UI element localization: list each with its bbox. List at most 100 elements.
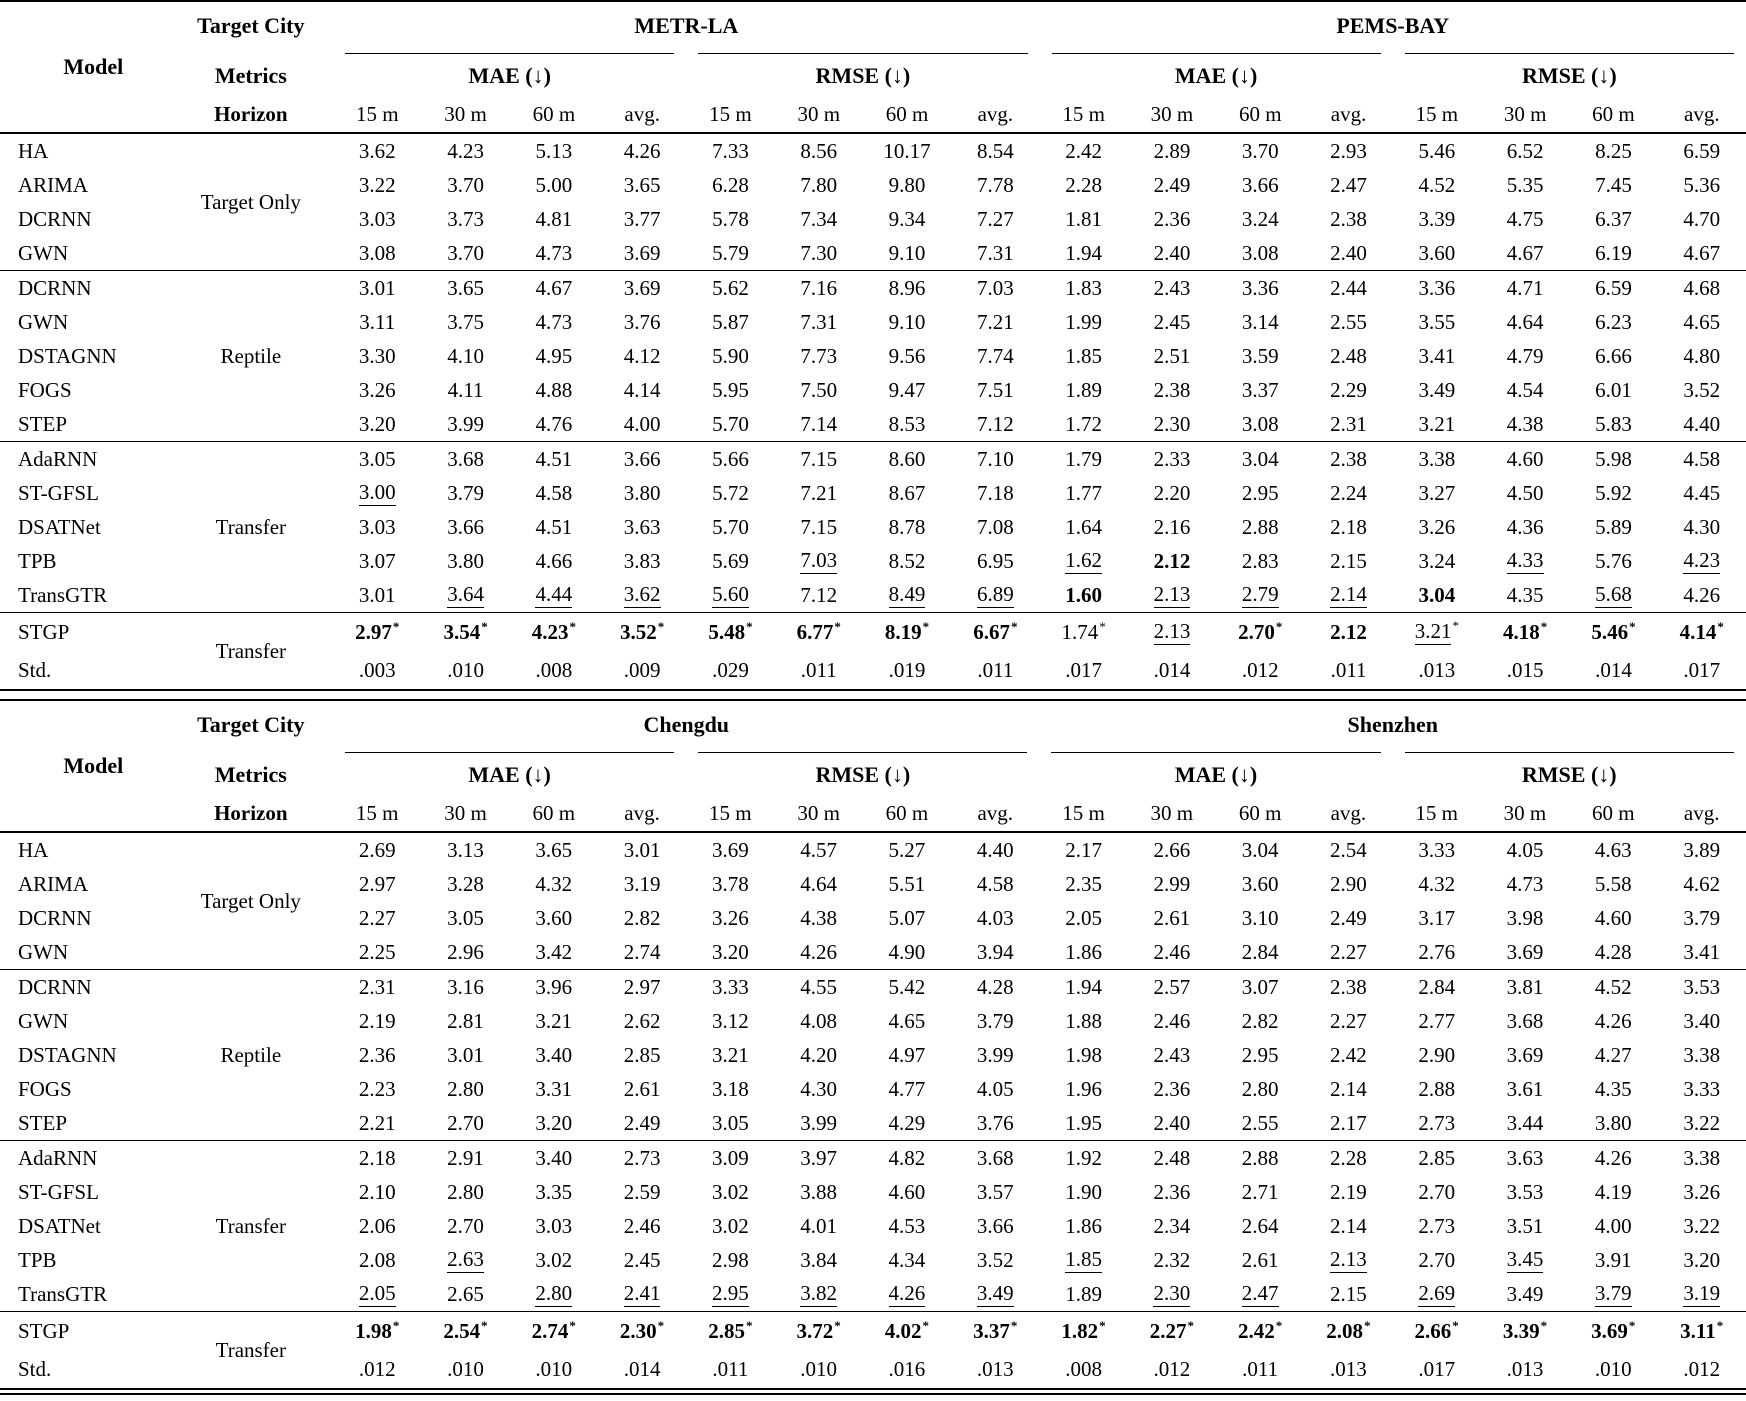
- metric-cell: 9.34: [863, 202, 951, 236]
- header-target-city-label: Target City: [197, 13, 305, 38]
- metric-value: 4.67: [1683, 240, 1721, 265]
- metric-value: 2.66: [1153, 837, 1191, 862]
- metric-cell: 1.96: [1039, 1072, 1127, 1106]
- metric-value: .014: [1153, 657, 1191, 682]
- metric-cell: 4.38: [1481, 407, 1569, 442]
- table-row: DCRNN Reptile 2.31 3.16 3.96 2.97 3.33 4.55 5.42…: [0, 970, 1746, 1067]
- metric-value: 6.37: [1595, 206, 1632, 231]
- metric-value: 6.28: [712, 172, 749, 197]
- metric-cell: 4.36: [1481, 510, 1569, 544]
- metric-cell: 4.58: [510, 476, 598, 510]
- metric-cell: 3.36: [1393, 271, 1481, 306]
- metric-cell: 1.98*: [333, 1312, 421, 1351]
- metric-value: 2.89: [1153, 138, 1191, 163]
- metric-value: 4.10: [447, 343, 484, 368]
- metric-cell: 2.38: [1304, 202, 1392, 236]
- metric-cell: 2.77: [1393, 1004, 1481, 1038]
- metric-value: 3.69: [1506, 939, 1544, 964]
- metric-cell: 2.80: [510, 1277, 598, 1312]
- metric-cell: 3.13: [421, 832, 509, 867]
- metric-cell: 5.13: [510, 133, 598, 168]
- metric-value: 2.06: [358, 1213, 396, 1238]
- metric-value: 1.95: [1065, 1110, 1102, 1135]
- metric-cell: 2.80: [421, 1175, 509, 1209]
- metric-cell: 4.79: [1481, 339, 1569, 373]
- metric-cell: 2.61: [1216, 1243, 1304, 1277]
- metric-cell: 2.38: [1304, 970, 1392, 1005]
- metric-value: 1.81: [1065, 206, 1103, 231]
- metric-cell: 5.95: [686, 373, 774, 407]
- metric-value: 7.12: [800, 582, 838, 607]
- metric-cell: 3.65: [598, 168, 686, 202]
- header-horizon-tick: 15 m: [1415, 800, 1458, 825]
- header-horizon-tick: avg.: [624, 101, 660, 126]
- significance-asterisk: *: [746, 618, 753, 634]
- metric-cell: 3.20: [333, 407, 421, 442]
- metric-value: 5.98: [1595, 446, 1632, 471]
- metric-value: 3.38: [1418, 446, 1456, 471]
- metric-value: 5.68: [1595, 582, 1632, 608]
- metric-cell: 3.38: [1657, 1141, 1746, 1176]
- metric-value: 4.32: [1418, 871, 1456, 896]
- metric-cell: 8.53: [863, 407, 951, 442]
- table-row: DSATNet 3.03 3.66 4.51 3.63 5.70 7.15 8.78 7.08 1…: [0, 510, 1746, 544]
- metric-value: 2.33: [1153, 446, 1191, 471]
- metric-value: 5.48: [708, 619, 746, 644]
- metric-cell: 2.49: [1128, 168, 1216, 202]
- metric-value: 4.52: [1418, 172, 1456, 197]
- metric-value: 4.73: [535, 240, 573, 265]
- table-row: HA Target Only 3.62 4.23 5.13 4.26 7.33 8.56 10.…: [0, 133, 1746, 214]
- table-row: TransGTR 2.05 2.65 2.80 2.41 2.95 3.82 4.26 3.49…: [0, 1277, 1746, 1312]
- metric-cell: 3.09: [686, 1141, 774, 1176]
- metric-value: 2.97: [623, 974, 661, 999]
- metric-cell: 4.26: [863, 1277, 951, 1312]
- metric-value: 2.40: [1153, 240, 1191, 265]
- metric-cell: 4.66: [510, 544, 598, 578]
- metric-value: 5.69: [712, 548, 749, 573]
- metric-cell: 2.23: [333, 1072, 421, 1106]
- metric-cell: 2.40: [1128, 1106, 1216, 1141]
- metric-cell: 4.65: [863, 1004, 951, 1038]
- model-name: HA: [18, 837, 49, 862]
- model-group: AdaRNN Transfer 2.18 2.91 3.40 2.73 3.09 3.97 4.…: [0, 1140, 1746, 1312]
- metric-cell: 3.08: [333, 236, 421, 271]
- metric-cell: 3.21: [510, 1004, 598, 1038]
- city-rule-segment: [686, 749, 1039, 755]
- metric-cell: 5.66: [686, 442, 774, 477]
- metric-cell: 2.90: [1304, 867, 1392, 901]
- header-horizon-tick: 60 m: [885, 101, 929, 126]
- metric-value: 7.73: [800, 343, 838, 368]
- metric-cell: .016: [863, 1350, 951, 1389]
- metric-value: 9.10: [888, 240, 926, 265]
- metric-cell: 3.75: [421, 305, 509, 339]
- metric-cell: 2.19: [1304, 1175, 1392, 1209]
- metric-value: 3.77: [623, 206, 661, 231]
- metric-value: 5.87: [712, 309, 749, 334]
- metric-cell: 3.68: [951, 1141, 1039, 1176]
- metric-value: 2.70: [447, 1110, 484, 1135]
- metric-value: 7.16: [800, 275, 838, 300]
- metric-value: 1.99: [1065, 309, 1103, 334]
- metric-cell: 3.08: [1216, 407, 1304, 442]
- metric-value: 2.17: [1330, 1110, 1367, 1135]
- metric-cell: 4.64: [774, 867, 862, 901]
- metric-value: 6.23: [1595, 309, 1632, 334]
- metric-cell: 3.19: [598, 867, 686, 901]
- metric-value: 8.60: [888, 446, 926, 471]
- model-name: AdaRNN: [18, 446, 98, 471]
- header-horizon-tick: 30 m: [1503, 101, 1547, 126]
- metric-value: 5.89: [1595, 514, 1632, 539]
- model-name: DCRNN: [18, 275, 92, 300]
- metric-value: 3.79: [976, 1008, 1014, 1033]
- metric-value: 3.89: [1683, 837, 1721, 862]
- metric-cell: 3.33: [686, 970, 774, 1005]
- metric-cell: 1.99: [1040, 305, 1128, 339]
- metric-cell: 2.81: [421, 1004, 509, 1038]
- metric-value: 3.60: [535, 905, 573, 930]
- metric-cell: 1.89: [1039, 1277, 1127, 1312]
- metric-cell: 2.73: [1393, 1209, 1481, 1243]
- metric-cell: 2.36: [333, 1038, 421, 1072]
- metric-cell: 3.99: [421, 407, 509, 442]
- metric-value: 2.38: [1330, 446, 1367, 471]
- metric-value: 2.45: [1153, 309, 1191, 334]
